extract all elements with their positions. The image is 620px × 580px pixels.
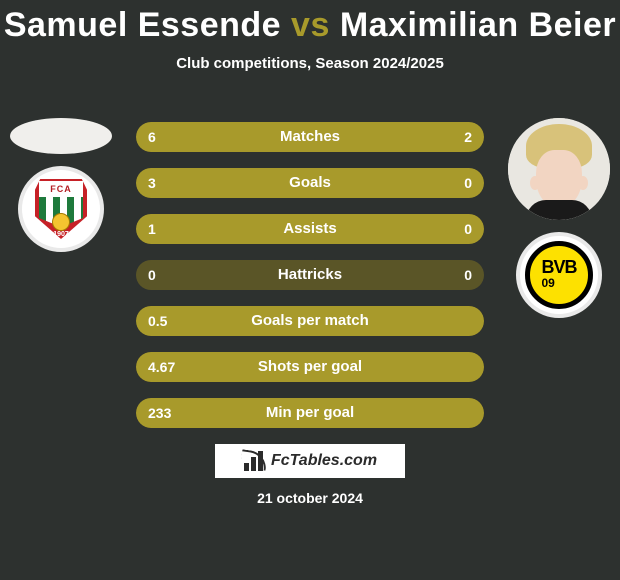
player1-name: Samuel Essende <box>4 6 281 44</box>
player2-name: Maximilian Beier <box>340 6 616 44</box>
bvb-badge-text: BVB <box>541 260 576 275</box>
fca-shield-icon: FCA 1907 <box>35 179 87 239</box>
stat-value-right: 0 <box>464 168 472 198</box>
stat-value-right: 0 <box>464 214 472 244</box>
fca-badge-year: 1907 <box>53 231 69 238</box>
bvb-badge-icon: BVB 09 <box>525 241 593 309</box>
stat-label: Hattricks <box>136 260 484 290</box>
fca-badge-text: FCA <box>39 181 83 197</box>
comparison-title: Samuel Essende vs Maximilian Beier <box>0 0 620 45</box>
site-logo: FcTables.com <box>215 444 405 478</box>
stat-label: Assists <box>136 214 484 244</box>
player2-face-icon <box>508 118 610 220</box>
left-column: FCA 1907 <box>6 118 116 252</box>
stat-label: Goals per match <box>136 306 484 336</box>
stat-row: 0Hattricks0 <box>136 260 484 290</box>
stat-value-right: 2 <box>464 122 472 152</box>
stats-bars: 6Matches23Goals01Assists00Hattricks00.5G… <box>136 122 484 444</box>
stat-row: 4.67Shots per goal <box>136 352 484 382</box>
stat-row: 0.5Goals per match <box>136 306 484 336</box>
player1-avatar <box>10 118 112 154</box>
club-badge-right: BVB 09 <box>516 232 602 318</box>
stat-label: Goals <box>136 168 484 198</box>
stat-label: Min per goal <box>136 398 484 428</box>
club-badge-left: FCA 1907 <box>18 166 104 252</box>
stat-value-right: 0 <box>464 260 472 290</box>
chart-icon <box>243 451 265 471</box>
subtitle: Club competitions, Season 2024/2025 <box>0 55 620 72</box>
stat-row: 3Goals0 <box>136 168 484 198</box>
site-name: FcTables.com <box>271 452 377 470</box>
bvb-badge-sub: 09 <box>541 276 576 290</box>
vs-label: vs <box>291 6 330 44</box>
stat-row: 6Matches2 <box>136 122 484 152</box>
right-column: BVB 09 <box>504 118 614 318</box>
stat-row: 1Assists0 <box>136 214 484 244</box>
footer-date: 21 october 2024 <box>0 490 620 506</box>
stat-label: Shots per goal <box>136 352 484 382</box>
stat-row: 233Min per goal <box>136 398 484 428</box>
player2-avatar <box>508 118 610 220</box>
stat-label: Matches <box>136 122 484 152</box>
